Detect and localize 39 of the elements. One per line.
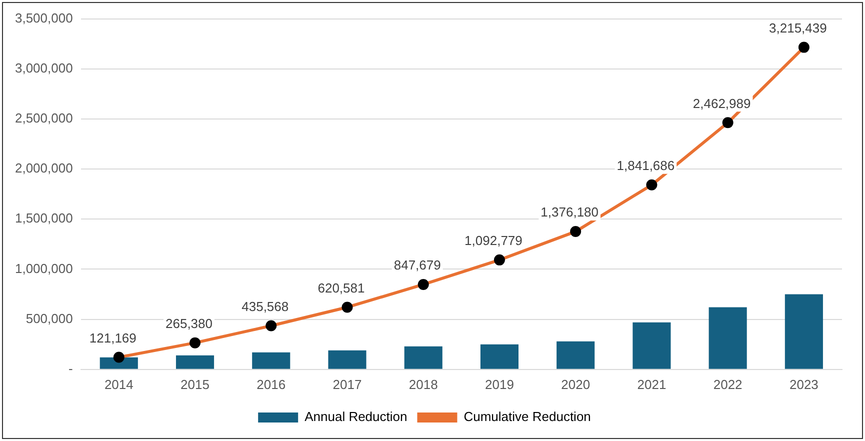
data-label: 2,462,989 [692, 96, 751, 111]
y-tick-label: 1,500,000 [14, 210, 73, 226]
data-label: 435,568 [242, 298, 289, 314]
data-label: 265,380 [166, 316, 213, 331]
data-label: 121,169 [89, 330, 136, 346]
bar [632, 322, 671, 369]
bar [480, 344, 519, 369]
y-tick-label: 3,500,000 [14, 10, 73, 26]
bar [556, 341, 595, 369]
bar [176, 355, 214, 369]
y-tick-label: 1,000,000 [14, 260, 73, 276]
x-tick-label: 2022 [713, 376, 742, 392]
y-tick-label: 3,000,000 [14, 60, 73, 76]
x-tick-label: 2016 [256, 376, 286, 392]
legend-label: Annual Reduction [304, 409, 408, 424]
legend-label: Cumulative Reduction [464, 409, 591, 424]
x-tick-label: 2015 [180, 376, 210, 392]
x-tick-label: 2020 [561, 376, 590, 392]
y-tick-label: - [68, 360, 73, 376]
data-label: 847,679 [394, 258, 441, 273]
x-tick-label: 2021 [637, 376, 666, 392]
x-tick-label: 2018 [408, 376, 438, 392]
y-tick-label: 2,500,000 [14, 110, 73, 126]
x-tick-label: 2023 [789, 376, 818, 392]
data-label: 1,841,686 [616, 158, 675, 173]
data-label: 1,092,779 [464, 233, 522, 248]
y-tick-label: 2,000,000 [14, 160, 73, 176]
bar [252, 352, 290, 369]
data-label: 1,376,180 [540, 204, 599, 220]
y-tick-label: 500,000 [26, 310, 73, 326]
bar [404, 346, 442, 369]
bar [784, 294, 823, 369]
data-label: 620,581 [318, 280, 365, 296]
x-tick-label: 2014 [104, 376, 134, 392]
bar [708, 307, 747, 369]
x-tick-label: 2017 [332, 376, 362, 392]
x-tick-label: 2019 [485, 376, 514, 392]
data-label: 3,215,439 [769, 20, 827, 36]
bar [328, 350, 366, 369]
